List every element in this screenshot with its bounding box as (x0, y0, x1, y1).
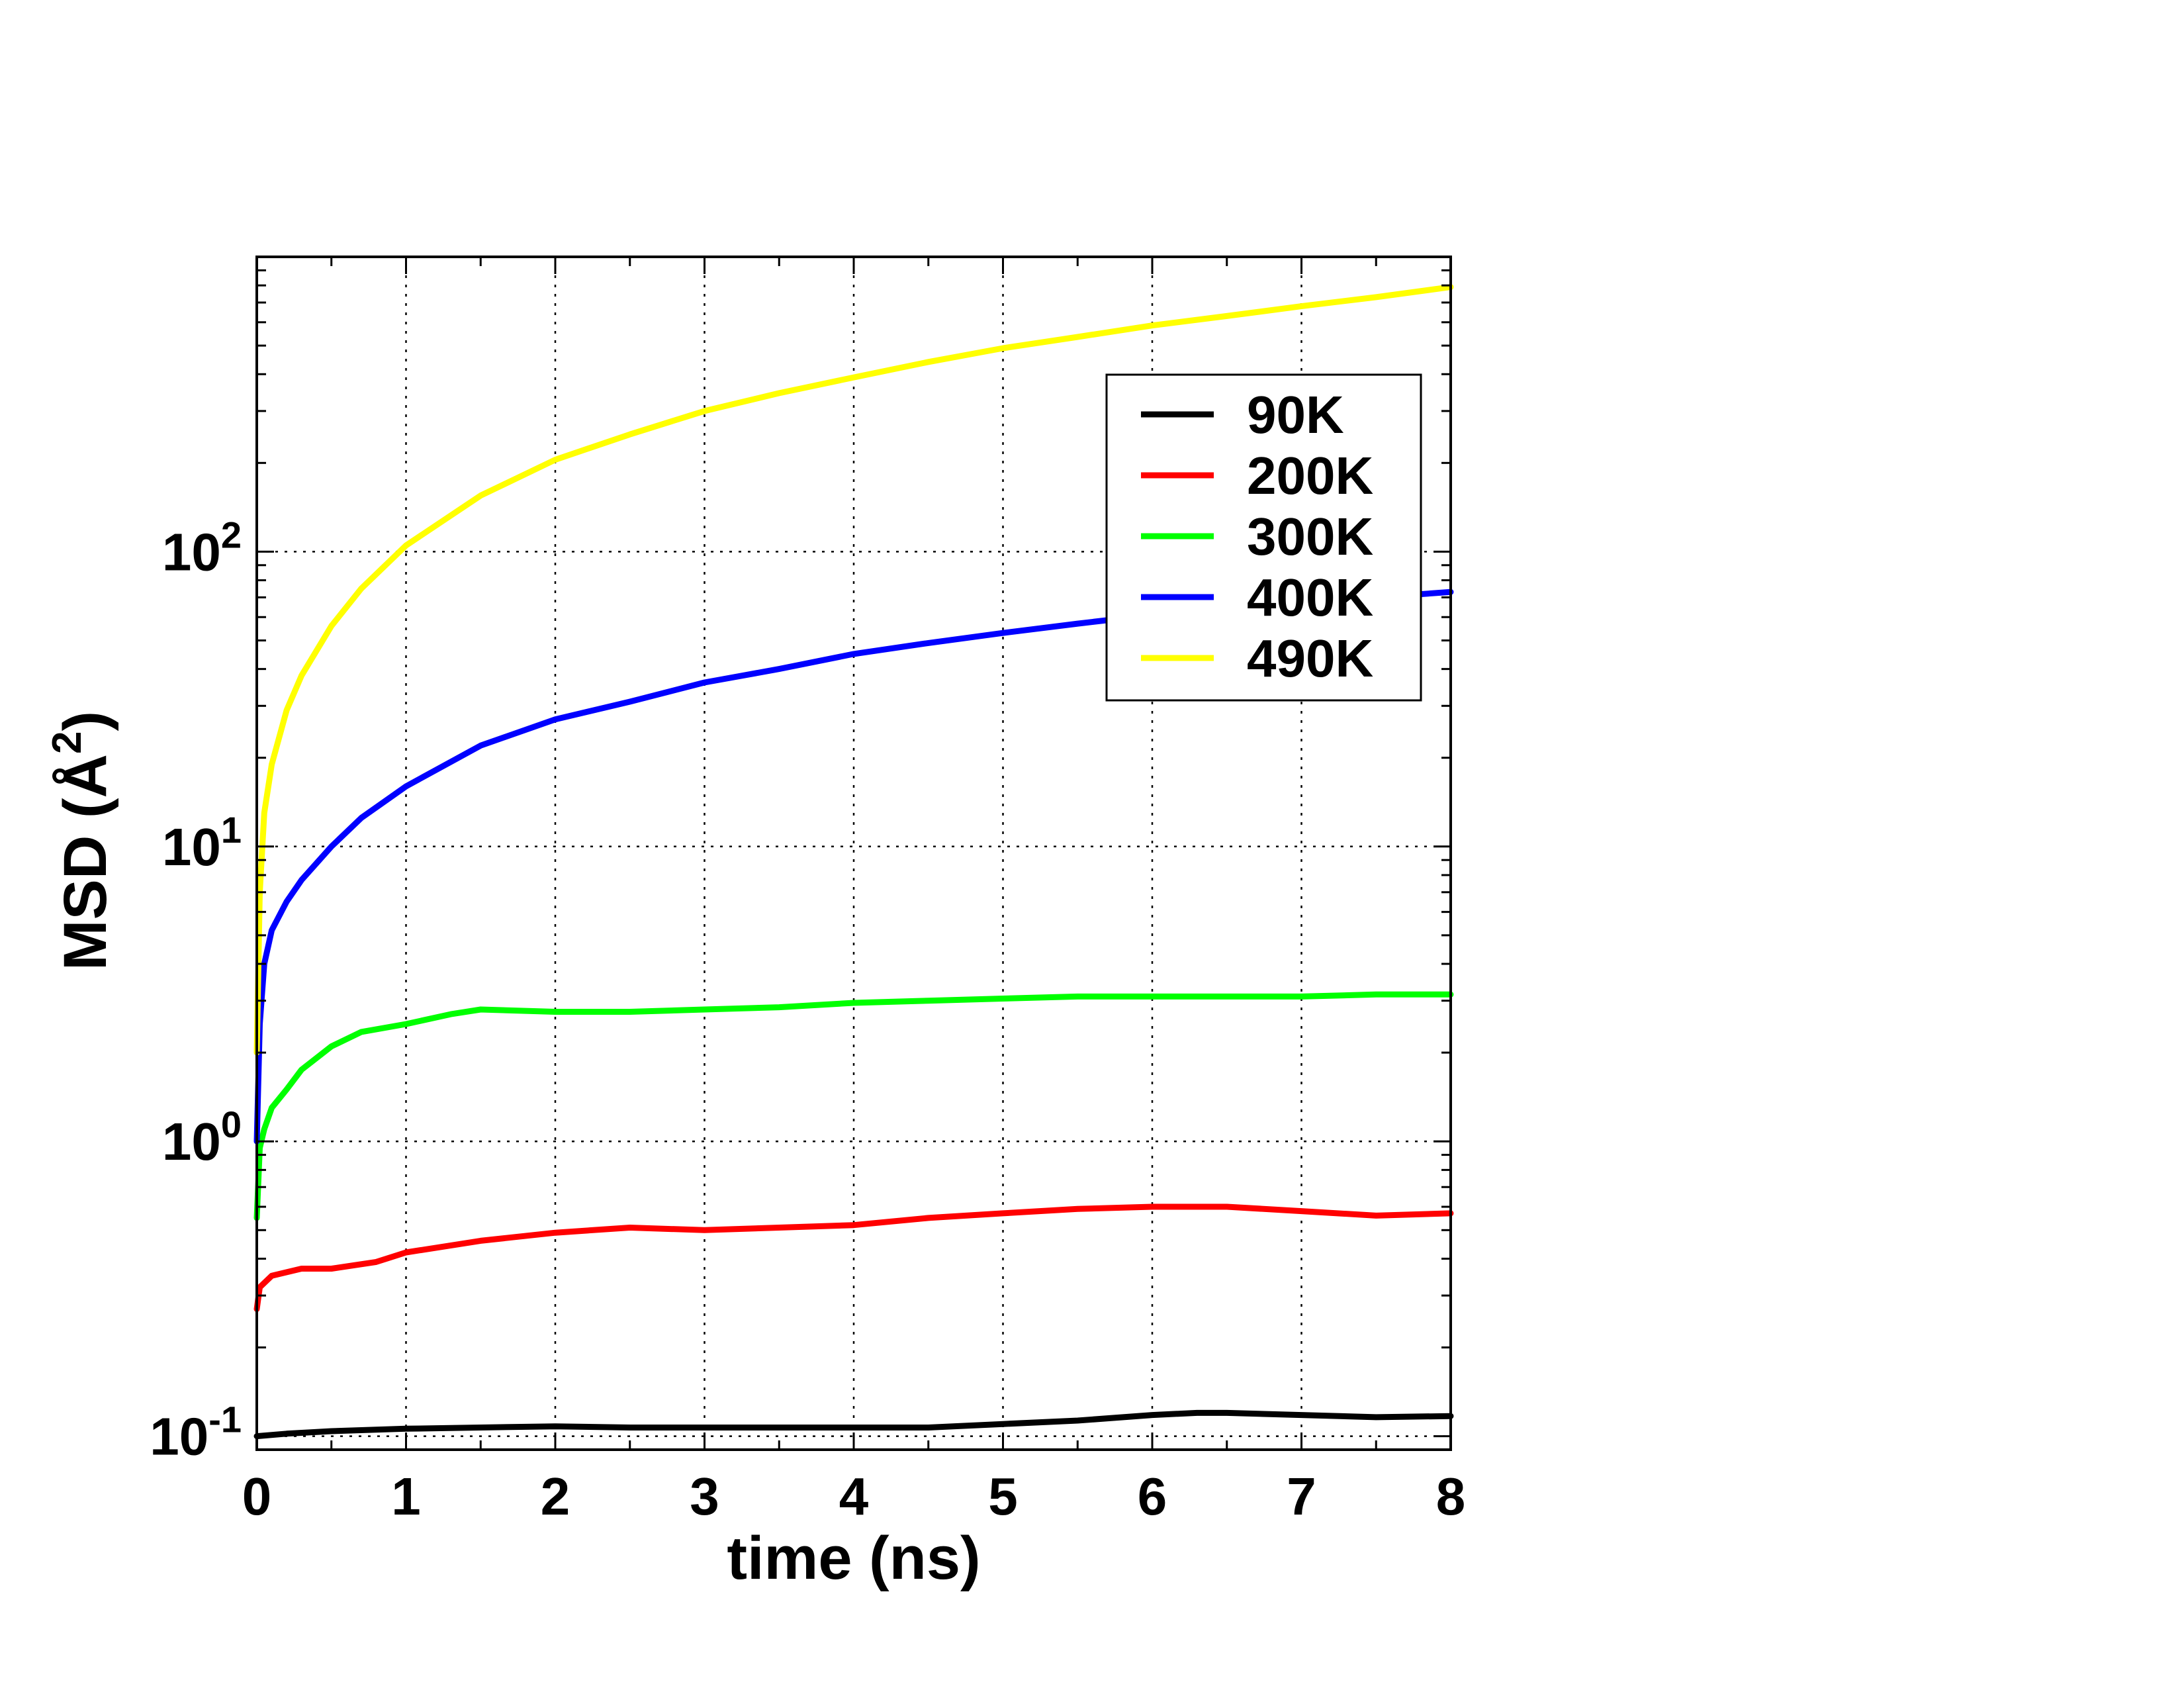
plot-frame (255, 256, 1452, 1451)
x-tick-label: 8 (1436, 1467, 1466, 1526)
y-tick-label-exponent: 1 (221, 809, 242, 851)
y-axis-title-close: ) (52, 711, 119, 731)
y-axis-title-exponent: 2 (44, 731, 90, 754)
y-tick-label-base: 10 (162, 1112, 221, 1171)
x-tick-label: 0 (242, 1467, 272, 1526)
y-tick-label-exponent: 2 (221, 514, 242, 555)
y-tick-label-base: 10 (150, 1407, 208, 1466)
series-line-90K (253, 1409, 1454, 1440)
legend-label: 200K (1247, 446, 1373, 505)
x-tick-label: 6 (1138, 1467, 1167, 1526)
y-tick-label-base: 10 (162, 818, 221, 876)
y-tick-label-exponent: -1 (208, 1399, 242, 1440)
x-tick-label: 7 (1287, 1467, 1316, 1526)
y-tick-label-base: 10 (162, 522, 221, 581)
series-line-490K (253, 284, 1454, 1056)
x-axis-title: time (ns) (727, 1524, 980, 1592)
y-axis-title-main: MSD ( (52, 798, 119, 970)
legend-label: 90K (1247, 385, 1344, 444)
y-tick-label: 100 (162, 1103, 242, 1171)
x-tick-label: 4 (839, 1467, 869, 1526)
y-tick-label-exponent: 0 (221, 1103, 242, 1145)
x-tick-label: 2 (541, 1467, 570, 1526)
x-tick-label: 1 (391, 1467, 421, 1526)
series-line-200K (253, 1203, 1454, 1312)
x-tick-labels: 0 1 2 3 4 5 6 7 8 (242, 1467, 1466, 1526)
y-axis-title: MSD (Å2) (44, 711, 119, 970)
legend-label: 490K (1247, 629, 1373, 688)
axis-ticks (255, 257, 1452, 1451)
y-tick-label: 101 (162, 809, 242, 876)
legend-label: 300K (1247, 507, 1373, 566)
x-tick-label: 5 (988, 1467, 1018, 1526)
legend-label: 400K (1247, 568, 1373, 627)
series-line-300K (253, 991, 1454, 1221)
x-tick-label: 3 (690, 1467, 719, 1526)
y-tick-label: 102 (162, 514, 242, 581)
y-tick-label: 10-1 (150, 1399, 242, 1466)
y-axis-title-unit: Å (52, 754, 119, 798)
